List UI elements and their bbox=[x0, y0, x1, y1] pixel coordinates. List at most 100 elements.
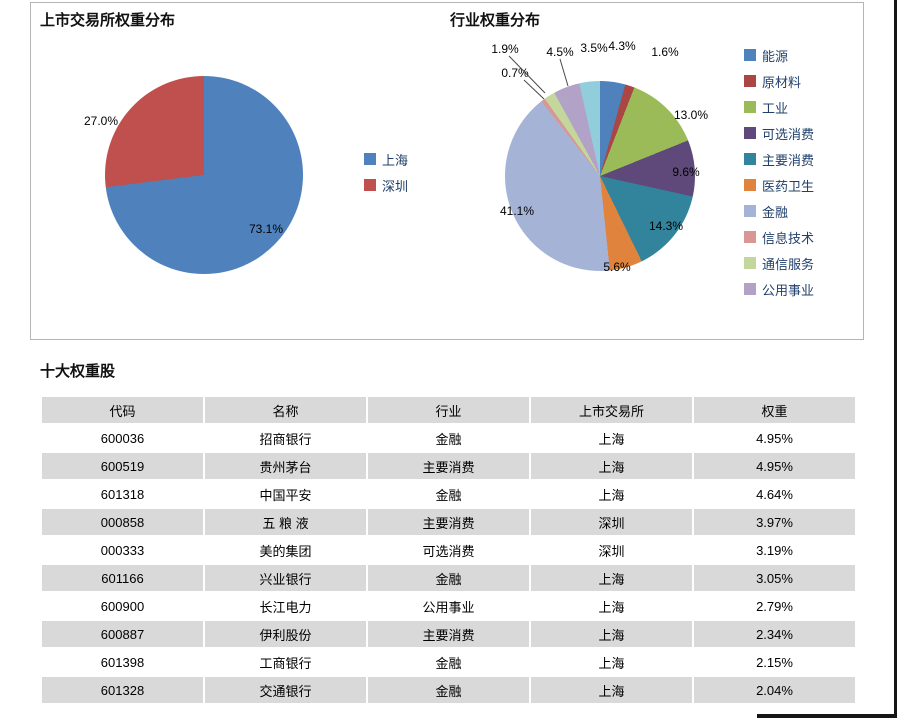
table-cell: 金融 bbox=[435, 431, 462, 447]
column-header: 上市交易所 bbox=[531, 397, 692, 423]
legend-label: 信息技术 bbox=[762, 230, 815, 246]
table-cell: 可选消费 bbox=[422, 543, 475, 559]
table-cell: 3.97% bbox=[694, 509, 855, 535]
table-cell: 000333 bbox=[100, 542, 145, 558]
table-cell: 工商银行 bbox=[259, 655, 312, 671]
holdings-section-title: 十大权重股 bbox=[40, 363, 116, 380]
legend-swatch-icon bbox=[744, 205, 756, 217]
table-cell: 上海 bbox=[598, 655, 625, 671]
table-cell: 主要消费 bbox=[368, 621, 529, 647]
legend-swatch-icon bbox=[364, 179, 376, 191]
pie-percent-label: 3.5% bbox=[580, 41, 608, 55]
legend-label: 金融 bbox=[762, 204, 789, 220]
legend-label: 医药卫生 bbox=[762, 178, 815, 194]
table-cell: 3.05% bbox=[694, 565, 855, 591]
pie-percent-label: 9.6% bbox=[672, 165, 700, 179]
table-cell: 2.79% bbox=[756, 598, 793, 614]
legend-swatch-icon bbox=[744, 179, 756, 191]
legend-item: 工业 bbox=[744, 94, 814, 120]
legend-swatch-icon bbox=[744, 101, 756, 113]
table-row: 600887 伊利股份 主要消费 上海 2.34% bbox=[42, 621, 855, 647]
legend-item: 信息技术 bbox=[744, 224, 814, 250]
table-cell: 2.04% bbox=[694, 677, 855, 703]
legend-label: 主要消费 bbox=[762, 152, 815, 168]
legend-swatch-icon bbox=[744, 231, 756, 243]
exchange-legend: 上海 深圳 bbox=[364, 146, 408, 198]
pie-percent-label: 4.5% bbox=[546, 45, 574, 59]
table-cell: 600519 bbox=[42, 453, 203, 479]
table-row: 601328 交通银行 金融 上海 2.04% bbox=[42, 677, 855, 703]
pie-percent-label: 5.6% bbox=[603, 260, 631, 274]
table-cell: 长江电力 bbox=[259, 599, 312, 615]
table-cell: 主要消费 bbox=[368, 453, 529, 479]
pie-percent-label: 4.3% bbox=[608, 39, 636, 53]
table-cell: 上海 bbox=[598, 599, 625, 615]
table-row: 600036 招商银行 金融 上海 4.95% bbox=[42, 425, 855, 451]
table-cell: 600887 bbox=[42, 621, 203, 647]
table-cell: 上海 bbox=[531, 565, 692, 591]
legend-swatch-icon bbox=[744, 75, 756, 87]
table-row: 601398 工商银行 金融 上海 2.15% bbox=[42, 649, 855, 675]
table-cell: 金融 bbox=[435, 655, 462, 671]
table-cell: 五 粮 液 bbox=[205, 509, 366, 535]
legend-swatch-icon bbox=[744, 257, 756, 269]
table-cell: 600036 bbox=[100, 430, 145, 446]
table-cell: 4.64% bbox=[756, 486, 793, 502]
table-cell: 600900 bbox=[100, 598, 145, 614]
table-header-row: 代码 名称 行业 上市交易所 权重 bbox=[42, 397, 855, 423]
table-cell: 000858 bbox=[42, 509, 203, 535]
table-cell: 招商银行 bbox=[259, 431, 312, 447]
legend-label: 公用事业 bbox=[762, 282, 815, 298]
table-cell: 贵州茅台 bbox=[205, 453, 366, 479]
legend-label: 工业 bbox=[762, 100, 789, 116]
table-cell: 美的集团 bbox=[259, 543, 312, 559]
exchange-chart-title: 上市交易所权重分布 bbox=[40, 12, 176, 29]
industry-pie-chart bbox=[505, 81, 695, 271]
pie-percent-label: 73.1% bbox=[248, 222, 284, 236]
table-cell: 深圳 bbox=[598, 543, 625, 559]
table-cell: 601166 bbox=[42, 565, 203, 591]
table-cell: 2.15% bbox=[756, 654, 793, 670]
table-cell: 3.19% bbox=[756, 542, 793, 558]
legend-swatch-icon bbox=[744, 283, 756, 295]
table-cell: 601328 bbox=[42, 677, 203, 703]
table-cell: 金融 bbox=[435, 487, 462, 503]
table-cell: 中国平安 bbox=[259, 487, 312, 503]
table-cell: 主要消费 bbox=[368, 509, 529, 535]
table-cell: 上海 bbox=[531, 621, 692, 647]
legend-item: 深圳 bbox=[364, 172, 408, 198]
legend-item: 上海 bbox=[364, 146, 408, 172]
table-cell: 交通银行 bbox=[205, 677, 366, 703]
column-header: 行业 bbox=[368, 397, 529, 423]
table-row: 000858 五 粮 液主要消费 深圳 3.97% bbox=[42, 509, 855, 535]
table-cell: 上海 bbox=[531, 677, 692, 703]
pie-percent-label: 14.3% bbox=[648, 219, 684, 233]
column-header: 名称 bbox=[205, 397, 366, 423]
pie-percent-label: 13.0% bbox=[673, 108, 709, 122]
table-cell: 601318 bbox=[100, 486, 145, 502]
industry-chart-title: 行业权重分布 bbox=[450, 12, 541, 29]
industry-legend: 能源原材料工业可选消费主要消费医药卫生金融信息技术通信服务公用事业 bbox=[744, 42, 814, 302]
column-header: 权重 bbox=[694, 397, 855, 423]
table-cell: 4.95% bbox=[756, 430, 793, 446]
pie-percent-label: 27.0% bbox=[83, 114, 119, 128]
legend-label: 通信服务 bbox=[762, 256, 815, 272]
legend-item: 原材料 bbox=[744, 68, 814, 94]
legend-item: 能源 bbox=[744, 42, 814, 68]
legend-item: 医药卫生 bbox=[744, 172, 814, 198]
legend-swatch-icon bbox=[364, 153, 376, 165]
legend-swatch-icon bbox=[744, 49, 756, 61]
page-edge-bottom bbox=[757, 714, 897, 718]
legend-item: 公用事业 bbox=[744, 276, 814, 302]
legend-item: 通信服务 bbox=[744, 250, 814, 276]
table-cell: 601398 bbox=[100, 654, 145, 670]
pie-percent-label: 1.9% bbox=[491, 42, 519, 56]
pie-percent-label: 41.1% bbox=[499, 204, 535, 218]
column-header: 代码 bbox=[42, 397, 203, 423]
legend-label: 能源 bbox=[762, 48, 789, 64]
legend-item: 可选消费 bbox=[744, 120, 814, 146]
table-cell: 公用事业 bbox=[422, 599, 475, 615]
table-cell: 金融 bbox=[368, 565, 529, 591]
legend-swatch-icon bbox=[744, 153, 756, 165]
